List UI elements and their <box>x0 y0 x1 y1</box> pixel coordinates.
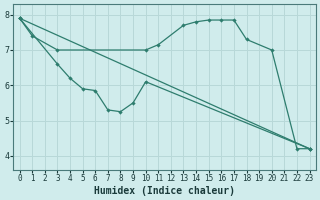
X-axis label: Humidex (Indice chaleur): Humidex (Indice chaleur) <box>94 186 235 196</box>
